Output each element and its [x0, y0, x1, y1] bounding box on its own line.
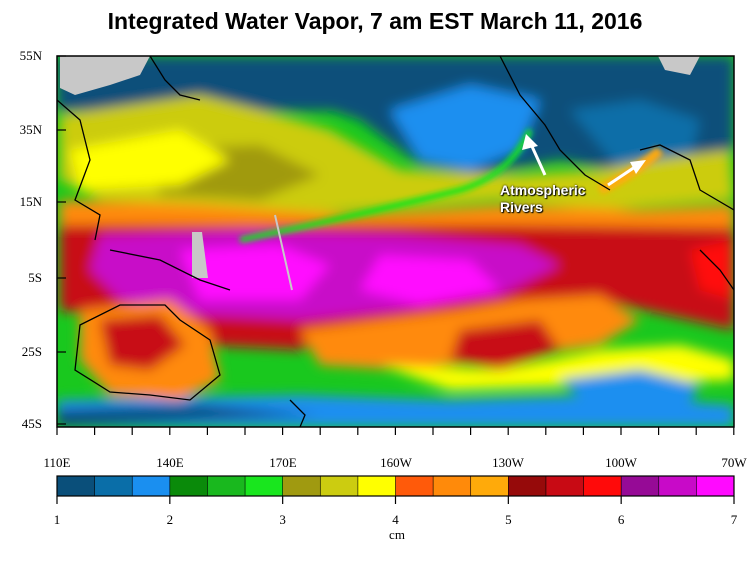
colorbar-swatch: [320, 476, 359, 496]
colorbar-tick-label: 7: [730, 512, 738, 527]
colorbar-swatch: [433, 476, 472, 496]
map-field: [57, 56, 734, 427]
colorbar: [56, 475, 735, 504]
lat-label-25S: 25S: [21, 344, 42, 359]
colorbar-tick-label: 5: [505, 512, 512, 527]
colorbar-swatch: [621, 476, 660, 496]
lat-label-15N: 15N: [19, 194, 42, 209]
colorbar-swatch: [169, 476, 208, 496]
colorbar-tick-label: 4: [392, 512, 399, 527]
lon-label-140E: 140E: [156, 455, 184, 470]
lat-label-35N: 35N: [19, 122, 42, 137]
colorbar-swatch: [357, 476, 396, 496]
colorbar-swatch: [696, 476, 735, 496]
colorbar-swatch: [282, 476, 321, 496]
colorbar-tick-label: 2: [166, 512, 174, 527]
colorbar-tick-label: 6: [617, 512, 625, 527]
colorbar-swatch: [132, 476, 171, 496]
colorbar-swatch: [245, 476, 284, 496]
lon-label-160W: 160W: [380, 455, 412, 470]
colorbar-tick-label: 3: [279, 512, 286, 527]
lat-label-5S: 5S: [28, 270, 42, 285]
annotation-line-1: Atmospheric: [500, 182, 586, 198]
lon-label-170E: 170E: [269, 455, 297, 470]
colorbar-swatch: [658, 476, 697, 496]
atmospheric-rivers-annotation: Atmospheric Rivers: [500, 182, 586, 216]
lat-label-45S: 45S: [21, 416, 42, 431]
colorbar-swatch: [545, 476, 585, 496]
lat-label-55N: 55N: [19, 48, 42, 63]
colorbar-swatch: [207, 476, 246, 496]
colorbar-swatch: [395, 476, 434, 496]
atmospheric-river-arrows: [522, 134, 646, 187]
lon-label-130W: 130W: [492, 455, 524, 470]
lon-label-110E: 110E: [43, 455, 71, 470]
annotation-line-2: Rivers: [500, 199, 543, 215]
colorbar-swatch: [508, 476, 547, 496]
colorbar-swatch: [470, 476, 509, 496]
colorbar-tick-label: 1: [53, 512, 61, 527]
colorbar-unit: cm: [389, 527, 405, 542]
colorbar-swatch: [57, 476, 96, 496]
map-title: Integrated Water Vapor, 7 am EST March 1…: [107, 8, 643, 34]
longitude-ticks: [56, 427, 735, 435]
latitude-ticks: [57, 55, 66, 425]
colorbar-swatch: [583, 476, 622, 496]
lon-label-100W: 100W: [605, 455, 637, 470]
colorbar-swatch: [94, 476, 133, 496]
lon-label-70W: 70W: [721, 455, 747, 470]
